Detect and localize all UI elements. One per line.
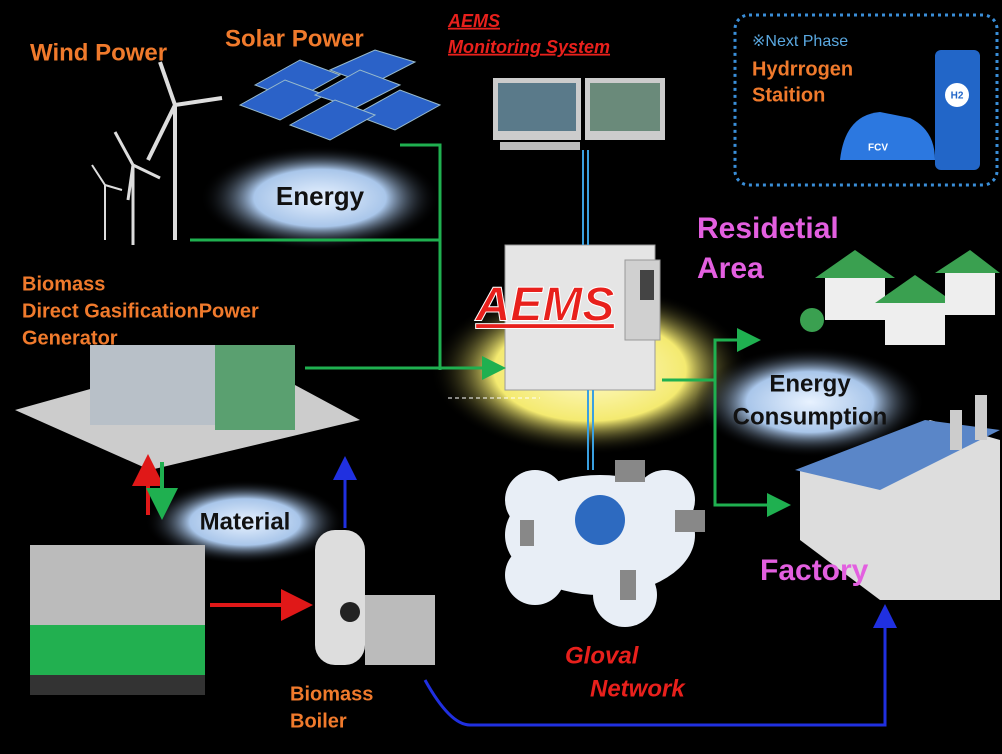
generator-label: Direct GasificationPower	[22, 300, 259, 322]
monitoring-label: Monitoring System	[448, 37, 610, 57]
hydrogen-label: Staition	[752, 84, 825, 106]
next-phase-note: ※Next Phase	[752, 33, 848, 50]
factory-label: Factory	[760, 554, 869, 587]
network-label: Network	[590, 675, 686, 702]
monitoring-pc	[493, 78, 665, 150]
boiler-label: Biomass	[290, 683, 373, 705]
residential-label: Area	[697, 252, 764, 285]
consumption-label: Energy	[769, 370, 851, 397]
diagram: H2 FCV Wind Power Solar Power AEMS Monit…	[0, 0, 1002, 754]
aems-title: AEMS	[475, 279, 615, 332]
car-label: FCV	[868, 143, 888, 154]
station-label: H2	[951, 91, 964, 102]
generator-label: Generator	[22, 327, 118, 349]
residential-label: Residetial	[697, 212, 839, 245]
solar-power-label: Solar Power	[225, 25, 364, 52]
network-label: Gloval	[565, 642, 640, 669]
hydrogen-pump	[935, 50, 980, 170]
consumption-label: Consumption	[733, 403, 888, 430]
monitoring-label: AEMS	[447, 11, 500, 31]
generator	[30, 545, 205, 695]
material-label: Material	[200, 508, 291, 535]
boiler-label: Boiler	[290, 710, 347, 732]
hydrogen-label: Hydrrogen	[752, 58, 853, 80]
generator-label: Biomass	[22, 273, 105, 295]
wind-power-label: Wind Power	[30, 39, 167, 66]
energy-label: Energy	[276, 181, 365, 211]
